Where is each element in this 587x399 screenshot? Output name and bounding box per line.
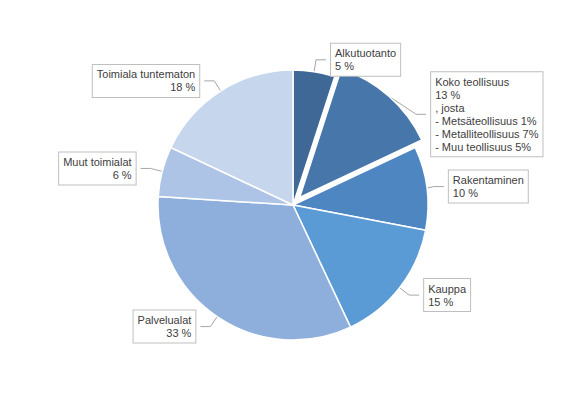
svg-text:- Metalliteollisuus 7%: - Metalliteollisuus 7% (435, 128, 539, 140)
svg-text:Alkutuotanto: Alkutuotanto (335, 47, 396, 59)
svg-text:6 %: 6 % (113, 169, 132, 181)
svg-text:Kauppa: Kauppa (428, 283, 467, 295)
svg-text:Muut toimialat: Muut toimialat (63, 156, 131, 168)
svg-text:- Metsäteollisuus 1%: - Metsäteollisuus 1% (435, 115, 537, 127)
svg-text:- Muu teollisuus 5%: - Muu teollisuus 5% (435, 141, 531, 153)
svg-text:13 %: 13 % (435, 89, 460, 101)
svg-text:10 %: 10 % (453, 187, 478, 199)
svg-text:, josta: , josta (435, 102, 465, 114)
svg-text:33 %: 33 % (166, 327, 191, 339)
svg-text:15 %: 15 % (428, 296, 453, 308)
svg-text:Rakentaminen: Rakentaminen (453, 174, 524, 186)
svg-text:Koko teollisuus: Koko teollisuus (435, 76, 509, 88)
svg-text:Toimiala tuntematon: Toimiala tuntematon (97, 68, 195, 80)
svg-text:18 %: 18 % (170, 81, 195, 93)
svg-text:5 %: 5 % (335, 60, 354, 72)
svg-text:Palvelualat: Palvelualat (138, 314, 192, 326)
